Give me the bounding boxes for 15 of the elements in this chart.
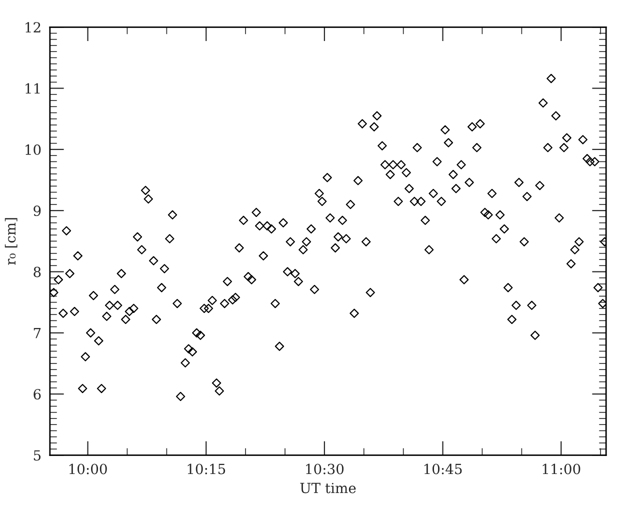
y-tick-label: 10 [26, 144, 41, 155]
y-tick-label: 5 [34, 450, 41, 461]
y-tick-label: 12 [26, 22, 40, 32]
x-tick-label: 10:15 [188, 464, 226, 474]
y-tick-label: 11 [26, 83, 40, 94]
x-tick-label: 11:00 [542, 464, 580, 474]
y-tick-label: 9 [34, 206, 41, 216]
y-tick-label: 6 [34, 388, 41, 400]
x-tick-label: 10:30 [306, 464, 344, 474]
x-tick-label: 10:45 [424, 464, 462, 474]
y-tick-label: 8 [34, 266, 41, 278]
x-tick-label: 10:00 [69, 464, 107, 474]
y-axis-title: r₀ [cm] [4, 218, 18, 265]
y-tick-label: 7 [34, 328, 41, 338]
x-axis-title: UT time [300, 482, 356, 494]
